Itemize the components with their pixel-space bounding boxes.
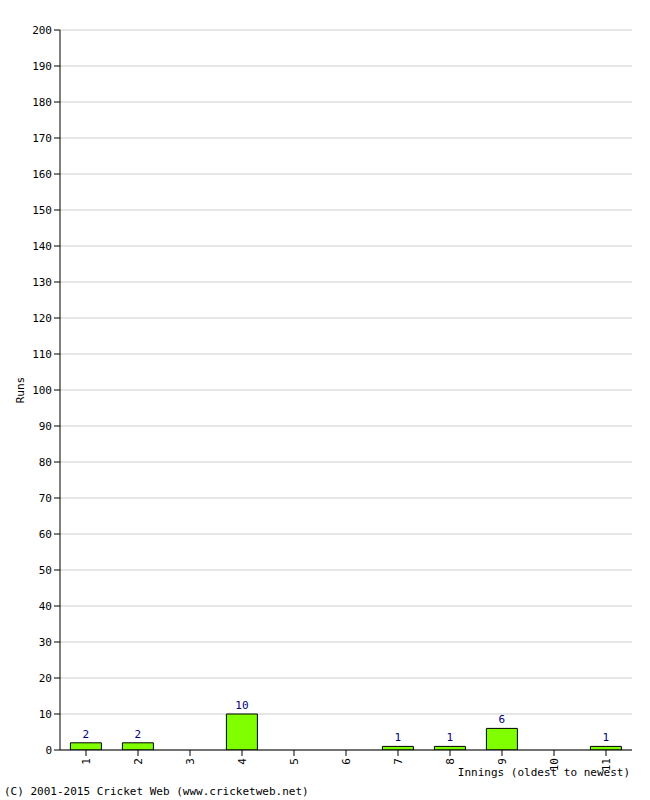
svg-text:8: 8: [444, 758, 457, 765]
svg-text:2: 2: [135, 728, 142, 741]
svg-text:1: 1: [395, 731, 402, 744]
svg-text:3: 3: [184, 758, 197, 765]
svg-text:120: 120: [32, 312, 52, 325]
svg-text:190: 190: [32, 60, 52, 73]
svg-text:200: 200: [32, 24, 52, 37]
svg-text:130: 130: [32, 276, 52, 289]
svg-text:80: 80: [39, 456, 52, 469]
svg-text:1: 1: [80, 758, 93, 765]
svg-text:9: 9: [496, 758, 509, 765]
svg-text:100: 100: [32, 384, 52, 397]
svg-text:50: 50: [39, 564, 52, 577]
svg-text:10: 10: [39, 708, 52, 721]
svg-text:1: 1: [447, 731, 454, 744]
svg-text:70: 70: [39, 492, 52, 505]
svg-text:5: 5: [288, 758, 301, 765]
svg-text:4: 4: [236, 758, 249, 765]
svg-text:150: 150: [32, 204, 52, 217]
svg-text:2: 2: [132, 758, 145, 765]
svg-text:40: 40: [39, 600, 52, 613]
svg-text:180: 180: [32, 96, 52, 109]
svg-text:6: 6: [499, 713, 506, 726]
svg-text:6: 6: [340, 758, 353, 765]
svg-text:170: 170: [32, 132, 52, 145]
svg-text:1: 1: [603, 731, 610, 744]
svg-text:140: 140: [32, 240, 52, 253]
svg-text:Runs: Runs: [14, 377, 27, 404]
svg-text:160: 160: [32, 168, 52, 181]
svg-text:110: 110: [32, 348, 52, 361]
svg-text:2: 2: [83, 728, 90, 741]
svg-text:0: 0: [45, 744, 52, 757]
svg-text:90: 90: [39, 420, 52, 433]
svg-text:30: 30: [39, 636, 52, 649]
svg-text:10: 10: [235, 699, 248, 712]
svg-text:20: 20: [39, 672, 52, 685]
svg-text:60: 60: [39, 528, 52, 541]
svg-text:7: 7: [392, 758, 405, 765]
